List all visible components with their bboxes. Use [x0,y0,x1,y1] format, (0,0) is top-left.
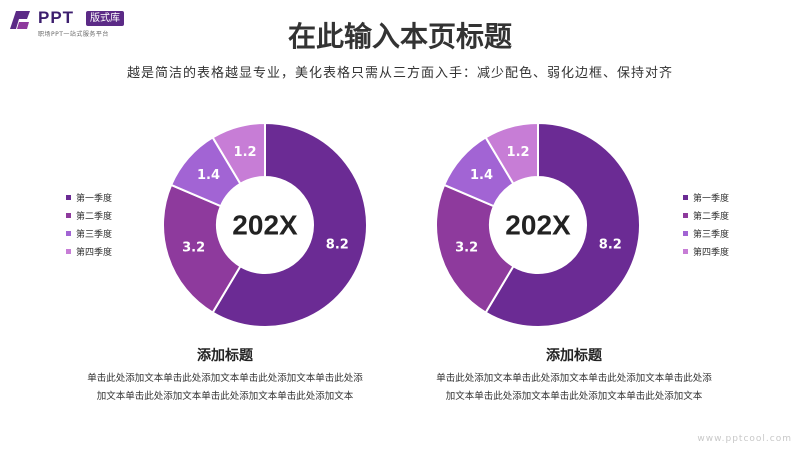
slice-data-label: 8.2 [326,237,349,252]
donut-chart-left: 8.2 3.2 1.4 1.2 202X [162,121,368,328]
brand-logo: PPT 版式库 职场PPT一站式服务平台 [8,8,138,38]
section-body-right: 单击此处添加文本单击此处添加文本单击此处添加文本单击此处添 加文本单击此处添加文… [424,370,724,406]
legend-label: 第四季度 [76,248,113,258]
donut-slice [211,121,266,186]
watermark: www.pptcool.com [697,434,792,444]
legend-item: 第一季度 [683,190,729,208]
section-body-line: 单击此处添加文本单击此处添加文本单击此处添加文本单击此处添 [87,373,363,384]
slice-data-label: 8.2 [599,237,622,252]
logo-tagline: 职场PPT一站式服务平台 [38,31,109,38]
slice-data-label: 1.4 [197,168,220,183]
section-body-line: 加文本单击此处添加文本单击此处添加文本单击此处添加文本 [96,391,354,402]
legend-label: 第二季度 [693,212,730,222]
legend-item: 第四季度 [683,244,729,262]
donut-slice [484,121,641,328]
donut-center-label: 202X [505,210,571,241]
chart-legend-right: 第一季度第二季度第三季度第四季度 [683,190,729,262]
legend-swatch [66,213,71,218]
donut-slice [211,121,368,328]
slice-data-label: 1.2 [507,145,530,160]
logo-badge: 版式库 [86,11,124,26]
section-title-left: 添加标题 [197,348,253,364]
section-title-right: 添加标题 [546,348,602,364]
legend-swatch [683,195,688,200]
logo-brand-text: PPT [38,8,75,27]
slice-data-label: 1.2 [234,145,257,160]
donut-slice [484,121,539,186]
legend-item: 第一季度 [66,190,112,208]
section-body-left: 单击此处添加文本单击此处添加文本单击此处添加文本单击此处添 加文本单击此处添加文… [75,370,375,406]
slice-data-label: 1.4 [470,168,493,183]
slice-data-label: 3.2 [455,241,478,256]
legend-swatch [683,249,688,254]
legend-label: 第二季度 [76,212,113,222]
legend-label: 第三季度 [693,230,730,240]
section-body-line: 加文本单击此处添加文本单击此处添加文本单击此处添加文本 [445,391,703,402]
legend-swatch [683,231,688,236]
slice-data-label: 3.2 [182,241,205,256]
legend-swatch [683,213,688,218]
logo-mark-icon [10,11,30,29]
legend-item: 第二季度 [683,208,729,226]
legend-label: 第一季度 [76,194,113,204]
legend-label: 第一季度 [693,194,730,204]
legend-item: 第三季度 [683,226,729,244]
section-body-line: 单击此处添加文本单击此处添加文本单击此处添加文本单击此处添 [436,373,712,384]
donut-slice [435,183,515,314]
legend-item: 第二季度 [66,208,112,226]
legend-swatch [66,249,71,254]
page-title: 在此输入本页标题 [287,20,512,53]
legend-label: 第三季度 [76,230,113,240]
legend-item: 第三季度 [66,226,112,244]
legend-swatch [66,195,71,200]
donut-center-label: 202X [232,210,298,241]
donut-chart-right: 8.2 3.2 1.4 1.2 202X [435,121,641,328]
donut-slice [162,183,242,314]
legend-item: 第四季度 [66,244,112,262]
page-subtitle: 越是简洁的表格越显专业，美化表格只需从三方面入手：减少配色、弱化边框、保持对齐 [126,66,673,81]
legend-swatch [66,231,71,236]
legend-label: 第四季度 [693,248,730,258]
chart-legend-left: 第一季度第二季度第三季度第四季度 [66,190,112,262]
